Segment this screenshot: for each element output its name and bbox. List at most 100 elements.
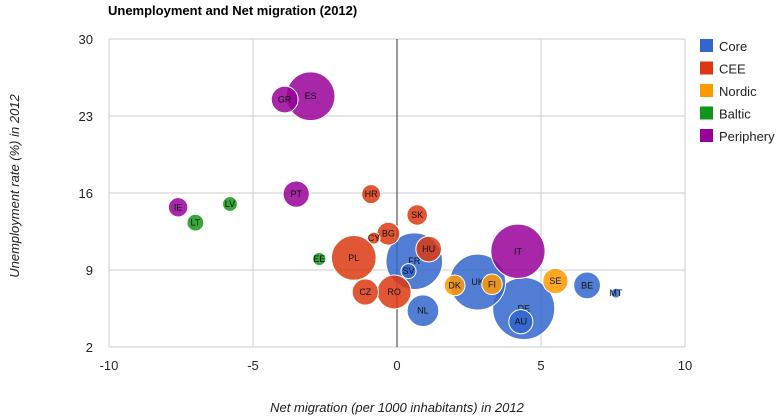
bubble-circle-it [490,223,546,279]
chart-title: Unemployment and Net migration (2012) [108,3,357,18]
legend-swatch [700,39,713,52]
bubble-label-cy: CY [368,233,381,243]
bubble-uk: UK [449,253,507,311]
bubble-circle-au [508,309,534,335]
bubble-label-sv: SV [403,266,415,276]
y-tick-label: 16 [79,186,93,201]
bubble-label-mt: MT [609,288,622,298]
y-tick-label: 30 [79,32,93,47]
y-axis-title: Unemployment rate (%) in 2012 [7,93,22,277]
bubble-circle-se [542,267,569,295]
legend-label: Nordic [719,84,757,99]
bubble-circle-mt [610,287,622,299]
bubble-label-lv: LV [225,199,235,209]
bubble-label-uk: UK [471,277,484,287]
bubble-circle-ie [167,197,189,218]
bubble-fi: FI [481,273,503,296]
legend-item-baltic: Baltic [700,106,751,122]
bubble-label-au: AU [515,317,528,327]
legend-item-cee: CEE [700,61,746,77]
x-tick-label: 10 [678,358,692,373]
bubble-cy: CY [367,231,381,245]
bubble-label-de: DE [517,304,530,314]
legend-item-core: Core [700,39,747,54]
legend-swatch [700,84,713,97]
bubble-label-nl: NL [417,306,429,316]
bubble-circle-sv [400,263,417,280]
legend-swatch [700,106,713,120]
bubble-label-pl: PL [348,253,359,263]
legend: Core CEE Nordic Baltic Periphery [700,39,775,144]
bubble-circle-nl [406,294,440,327]
bubble-sk: SK [406,204,428,226]
bubble-ie: IE [167,197,189,218]
bubble-label-gr: GR [278,95,292,105]
x-tick-label: -10 [100,358,119,373]
bubble-lv: LV [222,196,238,212]
bubble-label-hu: HU [422,244,435,254]
bubble-label-es: ES [305,91,317,101]
bubble-circle-pt [282,180,310,208]
bubble-label-fi: FI [488,279,496,289]
legend-label: Baltic [719,107,751,122]
x-axis-ticks: -10 -5 0 5 10 [100,358,693,373]
bubble-ee: EE [312,251,327,267]
bubble-label-be: BE [581,280,593,290]
bubble-ro: RO [376,274,412,310]
bubble-gr: GR [270,85,299,114]
legend-label: Core [719,39,747,54]
y-tick-label: 9 [86,263,93,278]
bubble-dk: DK [443,274,466,297]
legend-swatch [700,61,713,75]
x-tick-label: 5 [537,358,544,373]
legend-label: Periphery [719,129,775,144]
y-tick-label: 2 [86,340,93,355]
legend-label: CEE [719,62,746,77]
x-tick-label: -5 [247,358,259,373]
bubble-pl: PL [330,235,377,281]
bubble-circle-lv [222,196,238,212]
bubble-circle-hu [415,235,442,263]
bubble-se: SE [542,267,569,295]
x-axis-title: Net migration (per 1000 inhabitants) in … [270,400,524,415]
bubble-label-it: IT [514,246,523,256]
bubble-label-ie: IE [174,202,183,212]
bubble-label-ee: EE [313,254,325,264]
bubble-lt: LT [186,213,205,232]
y-axis-ticks: 2 9 16 23 30 [79,32,93,355]
bubble-series: DE FR UK IT ES PL RO NL GR BE PT CZ HU SE AU BG DK SK FI IE… [167,71,623,340]
bubble-au: AU [508,309,534,335]
bubble-circle-lt [186,213,205,232]
bubble-circle-gr [270,85,299,114]
bubble-sv: SV [400,263,417,280]
bubble-label-fr: FR [408,256,420,266]
bubble-pt: PT [282,180,310,208]
bubble-circle-be [573,271,601,300]
bubble-label-ro: RO [387,287,401,297]
bubble-hu: HU [415,235,442,263]
bubble-nl: NL [406,294,440,327]
bubble-mt: MT [609,287,623,299]
bubble-be: BE [573,271,601,300]
bubble-circle-sk [406,204,428,226]
bubble-label-pt: PT [290,189,302,199]
bubble-label-sk: SK [411,210,423,220]
bubble-circle-pl [330,235,377,281]
bubble-circle-ee [312,251,327,267]
bubble-bg: BG [376,221,401,246]
bubble-label-bg: BG [382,229,395,239]
bubble-label-lt: LT [190,218,200,228]
bubble-circle-dk [443,274,466,297]
x-tick-label: 0 [393,358,400,373]
bubble-label-se: SE [549,276,561,286]
bubble-circle-hr [361,184,382,205]
y-tick-label: 23 [79,109,93,124]
bubble-cz: CZ [351,278,379,306]
bubble-label-dk: DK [448,280,461,290]
bubble-hr: HR [361,184,382,205]
legend-item-periphery: Periphery [700,129,775,144]
bubble-label-cz: CZ [359,287,371,297]
bubble-circle-cz [351,278,379,306]
legend-swatch [700,129,713,142]
